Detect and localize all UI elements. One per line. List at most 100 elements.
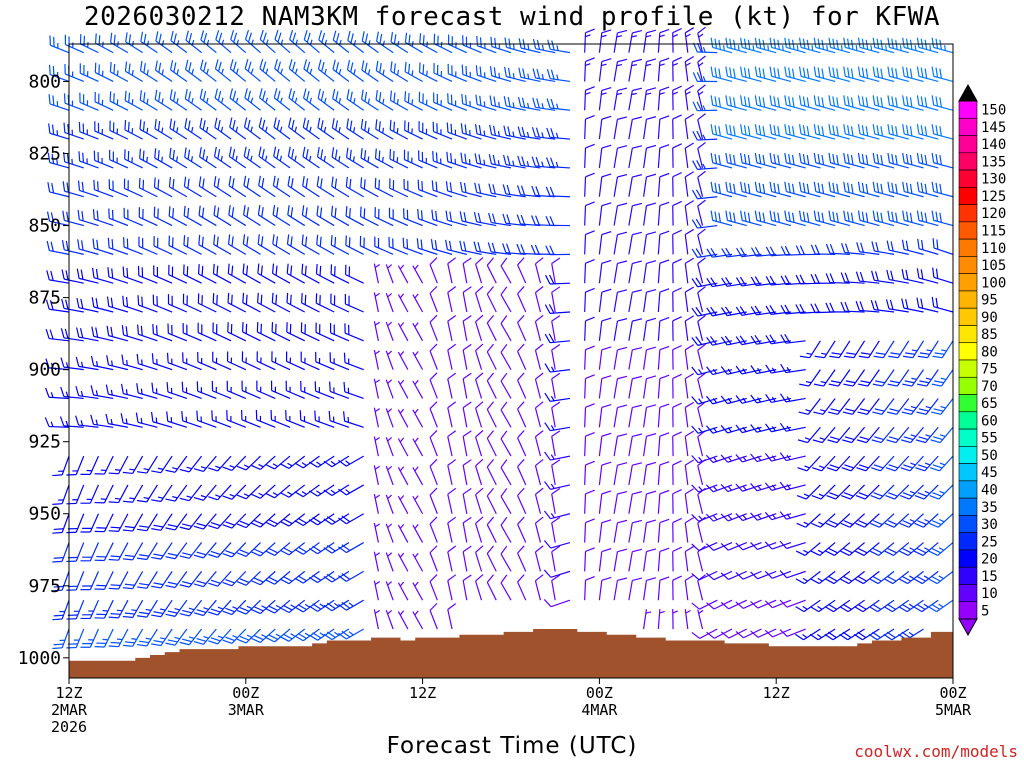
wind-barb-1232 bbox=[916, 181, 939, 198]
wind-barb-32 bbox=[60, 357, 84, 371]
wind-barb-810 bbox=[643, 116, 657, 140]
wind-barb-702 bbox=[551, 459, 561, 486]
wind-barb-769 bbox=[613, 87, 628, 111]
wind-barb-1157 bbox=[856, 455, 880, 472]
wind-barb-1166 bbox=[872, 95, 895, 111]
wind-barb-8 bbox=[46, 270, 70, 284]
wind-barb-555 bbox=[447, 286, 457, 313]
wind-barb-1258 bbox=[931, 369, 954, 387]
wind-barb-442 bbox=[361, 60, 379, 82]
wind-barb-884 bbox=[684, 430, 695, 457]
wind-barb-1255 bbox=[932, 267, 954, 284]
wind-barb-460 bbox=[373, 580, 380, 601]
wind-barb-42 bbox=[79, 34, 99, 54]
wind-barb-845 bbox=[657, 518, 670, 543]
wind-barb-327 bbox=[270, 380, 291, 400]
wind-barb-86 bbox=[109, 91, 129, 111]
wind-barb-509 bbox=[403, 179, 423, 198]
wind-barb-136 bbox=[137, 324, 158, 342]
wind-barb-1184 bbox=[868, 628, 895, 641]
wind-barb-496 bbox=[397, 408, 409, 428]
wind-barb-683 bbox=[534, 487, 544, 514]
wind-barb-760 bbox=[598, 403, 612, 428]
wind-barb-100 bbox=[108, 513, 129, 532]
wind-barb-422 bbox=[346, 89, 365, 111]
wind-barb-1217 bbox=[902, 369, 925, 387]
wind-barb-910 bbox=[697, 574, 706, 601]
wind-barb-914 bbox=[692, 101, 718, 112]
wind-barb-1156 bbox=[856, 426, 880, 444]
wind-barb-463 bbox=[375, 60, 394, 82]
wind-barb-421 bbox=[346, 59, 365, 82]
wind-barb-499 bbox=[397, 495, 409, 515]
wind-barb-1013 bbox=[750, 541, 777, 551]
wind-barb-502 bbox=[397, 581, 409, 601]
wind-barb-299 bbox=[258, 175, 276, 198]
wind-barb-1104 bbox=[828, 124, 851, 140]
wind-barb-39 bbox=[66, 571, 85, 591]
colorbar-cell-5 bbox=[958, 601, 978, 620]
wind-barb-1144 bbox=[857, 66, 880, 83]
wind-barb-999 bbox=[754, 124, 777, 140]
wind-barb-800 bbox=[628, 404, 643, 428]
wind-barb-254 bbox=[229, 88, 247, 111]
wind-barb-424 bbox=[346, 147, 364, 169]
wind-barb-386 bbox=[315, 264, 335, 284]
wind-barb-1185 bbox=[887, 37, 909, 54]
wind-barb-665 bbox=[517, 545, 527, 572]
colorbar-cell-100 bbox=[958, 273, 978, 292]
wind-barb-182 bbox=[165, 455, 188, 473]
wind-barb-185 bbox=[165, 542, 188, 560]
wind-barb-162 bbox=[151, 484, 173, 503]
wind-barb-155 bbox=[153, 265, 173, 284]
wind-barb-922 bbox=[691, 336, 718, 346]
colorbar-cell-130 bbox=[958, 169, 978, 188]
wind-barb-280 bbox=[242, 234, 261, 255]
wind-barb-151 bbox=[154, 148, 173, 169]
wind-barb-183 bbox=[165, 484, 188, 502]
wind-barb-1014 bbox=[750, 570, 777, 580]
wind-barb-846 bbox=[657, 547, 670, 572]
wind-barb-92 bbox=[107, 267, 129, 284]
wind-barb-955 bbox=[725, 66, 747, 83]
wind-barb-429 bbox=[344, 294, 364, 313]
wind-barb-831 bbox=[657, 115, 670, 140]
wind-barb-729 bbox=[584, 86, 595, 111]
wind-barb-727 bbox=[584, 28, 595, 53]
wind-barb-977 bbox=[740, 95, 762, 111]
wind-barb-80 bbox=[94, 542, 114, 562]
wind-barb-305 bbox=[256, 351, 276, 371]
wind-barb-973 bbox=[720, 599, 747, 610]
wind-barb-1231 bbox=[916, 152, 939, 169]
wind-barb-352 bbox=[279, 513, 306, 527]
wind-barb-342 bbox=[287, 205, 306, 227]
wind-barb-150 bbox=[154, 118, 173, 140]
wind-barb-316 bbox=[274, 58, 291, 82]
wind-barb-246 bbox=[208, 484, 232, 501]
wind-barb-850 bbox=[672, 56, 682, 82]
wind-barb-898 bbox=[697, 228, 706, 255]
colorbar-cell-30 bbox=[958, 515, 978, 533]
wind-barb-237 bbox=[213, 205, 232, 227]
wind-barb-375 bbox=[294, 570, 320, 584]
wind-barb-747 bbox=[598, 29, 612, 53]
wind-barb-954 bbox=[725, 37, 747, 54]
wind-barb-728 bbox=[584, 57, 595, 82]
wind-barb-640 bbox=[500, 401, 512, 428]
wind-barb-1208 bbox=[902, 95, 924, 111]
colorbar-label-85: 85 bbox=[981, 327, 998, 343]
colorbar-label-5: 5 bbox=[981, 603, 989, 619]
wind-barb-1072 bbox=[797, 426, 821, 444]
wind-barb-592 bbox=[459, 181, 482, 198]
y-tick-label-850: 850 bbox=[28, 216, 61, 237]
wind-barb-720 bbox=[544, 422, 571, 432]
wind-barb-147 bbox=[155, 31, 173, 54]
wind-barb-432 bbox=[343, 381, 364, 400]
wind-barb-1039 bbox=[784, 66, 806, 83]
wind-barb-1005 bbox=[750, 305, 777, 316]
wind-barb-946 bbox=[705, 425, 733, 434]
wind-barb-911 bbox=[697, 609, 704, 630]
wind-barb-629 bbox=[489, 95, 512, 111]
wind-barb-361 bbox=[302, 146, 320, 169]
